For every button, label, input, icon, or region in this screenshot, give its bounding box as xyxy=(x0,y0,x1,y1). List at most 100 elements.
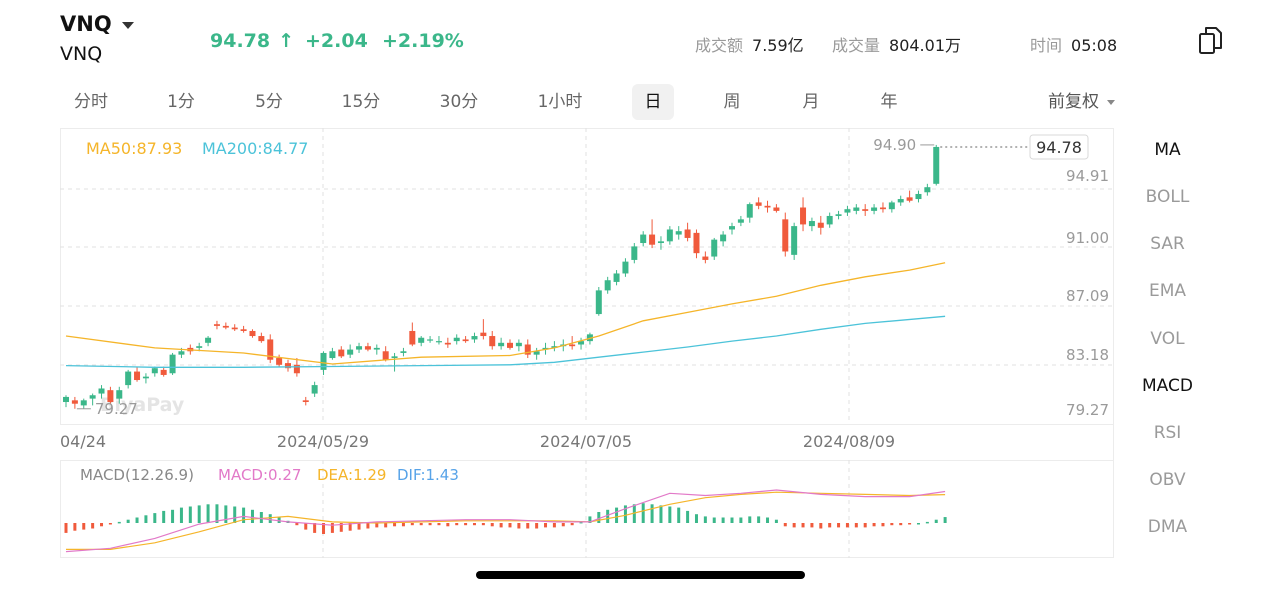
tab-period[interactable]: 年 xyxy=(880,92,898,112)
indicator-boll[interactable]: BOLL xyxy=(1145,187,1190,207)
y-tick-label: 91.00 xyxy=(1066,229,1109,247)
macd-histogram-bar xyxy=(179,507,183,523)
kline-chart[interactable]: BiyaPay MA50:87.93 MA200:84.77 94.91 91.… xyxy=(60,128,1220,558)
candle-body xyxy=(826,215,833,225)
candle-body xyxy=(160,369,167,375)
candle xyxy=(666,226,673,245)
ma200-legend: MA200:84.77 xyxy=(202,139,308,158)
candle xyxy=(693,229,700,259)
candle xyxy=(817,215,824,235)
candle xyxy=(205,336,212,347)
macd-histogram-bar xyxy=(366,523,370,529)
macd-histogram-bar xyxy=(410,523,414,526)
adjust-dropdown[interactable]: 前复权 xyxy=(1048,84,1115,120)
candle-body xyxy=(453,337,460,342)
candle-body xyxy=(844,209,851,213)
period-tabs: 分时 1分 5分 15分 30分 1小时 日 周 月 年 前复权 xyxy=(0,84,1280,122)
tab-period[interactable]: 15分 xyxy=(341,92,381,112)
x-tick-label: 2024/08/09 xyxy=(803,432,895,451)
macd-histogram-bar xyxy=(481,523,485,526)
tab-period[interactable]: 周 xyxy=(723,92,741,112)
candle-body xyxy=(871,207,878,211)
candle xyxy=(435,336,442,345)
tab-period[interactable]: 1分 xyxy=(167,92,195,112)
macd-histogram-bar xyxy=(295,523,299,526)
indicator-vol[interactable]: VOL xyxy=(1150,329,1185,349)
macd-histogram-bar xyxy=(464,523,468,526)
candle xyxy=(107,386,114,404)
candle-body xyxy=(293,364,300,374)
candle-body xyxy=(435,341,442,343)
price-value: 94.78 xyxy=(210,30,271,52)
indicator-macd[interactable]: MACD xyxy=(1142,376,1193,396)
candle-body xyxy=(418,337,425,343)
macd-histogram-bar xyxy=(357,523,361,530)
candle xyxy=(71,396,78,409)
y-tick-label: 83.18 xyxy=(1066,346,1109,364)
candle xyxy=(329,347,336,360)
macd-histogram-bar xyxy=(455,523,459,526)
candle-body xyxy=(382,351,389,360)
indicator-obv[interactable]: OBV xyxy=(1149,470,1186,490)
tab-period[interactable]: 5分 xyxy=(255,92,283,112)
candle-body xyxy=(542,347,549,350)
tab-period[interactable]: 1小时 xyxy=(537,92,583,112)
macd-histogram-bar xyxy=(544,523,548,528)
y-tick-label: 79.27 xyxy=(1066,401,1109,419)
candle xyxy=(418,336,425,347)
home-indicator xyxy=(476,571,805,579)
candle xyxy=(400,347,407,357)
indicator-ma[interactable]: MA xyxy=(1154,140,1181,160)
time-label: 时间 xyxy=(1030,36,1063,55)
macd-histogram-bar xyxy=(686,510,690,523)
last-price-label: 94.78 xyxy=(1036,138,1082,157)
candle-body xyxy=(178,351,185,355)
candle-body xyxy=(311,385,318,394)
candle xyxy=(800,197,807,232)
indicator-sidebar: MA BOLL SAR EMA VOL MACD RSI OBV DMA xyxy=(1113,128,1220,558)
candle xyxy=(578,337,585,350)
candle xyxy=(409,322,416,347)
candle xyxy=(169,352,176,375)
macd-histogram-bar xyxy=(908,523,912,525)
candle-body xyxy=(320,352,327,370)
candle-body xyxy=(515,342,522,347)
tab-period[interactable]: 分时 xyxy=(74,92,108,112)
price-change: +2.04 xyxy=(305,30,368,52)
macd-histogram-bar xyxy=(428,523,432,526)
macd-histogram-bar xyxy=(250,509,254,523)
macd-histogram-bar xyxy=(188,506,192,523)
tab-period-active[interactable]: 日 xyxy=(632,84,674,120)
tab-period[interactable]: 月 xyxy=(802,92,820,112)
macd-histogram-bar xyxy=(934,519,938,523)
candle xyxy=(640,231,647,247)
indicator-dma[interactable]: DMA xyxy=(1147,517,1188,537)
chart-area[interactable]: BiyaPay MA50:87.93 MA200:84.77 94.91 91.… xyxy=(60,128,1220,558)
macd-histogram-bar xyxy=(197,505,201,523)
candle xyxy=(924,183,931,196)
copy-icon[interactable] xyxy=(1198,25,1224,55)
candle-body xyxy=(391,356,398,359)
candle xyxy=(729,222,735,235)
dif-line xyxy=(65,489,946,553)
tab-period[interactable]: 30分 xyxy=(439,92,479,112)
candle xyxy=(631,243,638,264)
candlestick-series xyxy=(63,144,940,409)
candle-body xyxy=(657,241,664,244)
symbol-selector[interactable]: VNQ xyxy=(60,12,134,36)
ma50-line xyxy=(65,262,946,365)
macd-histogram-bar xyxy=(819,523,823,529)
macd-histogram-bar xyxy=(348,523,352,531)
indicator-sar[interactable]: SAR xyxy=(1150,234,1185,254)
candle xyxy=(142,373,149,384)
macd-histogram-bar xyxy=(339,523,343,532)
macd-histogram-bar xyxy=(623,505,627,523)
indicator-rsi[interactable]: RSI xyxy=(1153,423,1182,443)
candle-body xyxy=(755,202,762,206)
candle-body xyxy=(231,327,238,330)
candle-body xyxy=(196,346,203,348)
macd-histogram-bar xyxy=(313,523,317,533)
macd-histogram-bar xyxy=(890,523,894,526)
indicator-ema[interactable]: EMA xyxy=(1148,281,1187,301)
candle-body xyxy=(116,390,123,399)
